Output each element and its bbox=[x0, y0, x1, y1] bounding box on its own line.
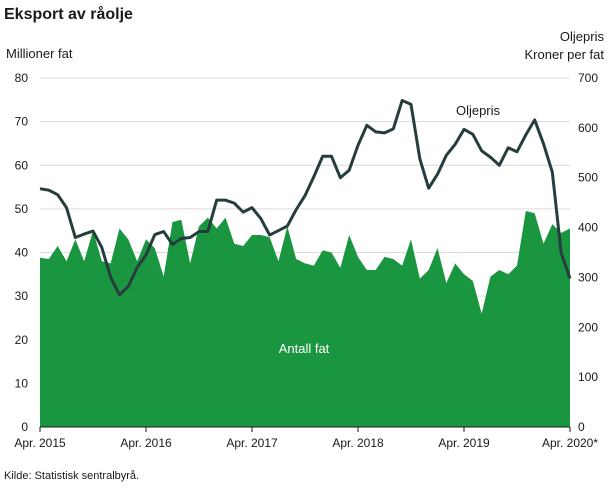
right-tick-label: 400 bbox=[578, 221, 598, 235]
annotations: Oljepris Antall fat bbox=[279, 103, 501, 356]
right-tick-label: 700 bbox=[578, 71, 598, 85]
right-tick-label: 0 bbox=[578, 420, 585, 434]
x-tick-label: Apr. 2015 bbox=[14, 436, 66, 450]
x-tick-label: Apr. 2016 bbox=[120, 436, 172, 450]
right-tick-labels: 0 100 200 300 400 500 600 700 bbox=[578, 71, 598, 434]
right-axis-label: Oljepris Kroner per fat bbox=[525, 28, 605, 64]
x-tick-labels: Apr. 2015 Apr. 2016 Apr. 2017 Apr. 2018 Apr.… bbox=[14, 427, 598, 450]
left-tick-label: 70 bbox=[15, 115, 29, 129]
right-axis-label-line2: Kroner per fat bbox=[524, 47, 605, 62]
left-tick-label: 50 bbox=[15, 202, 29, 216]
oljepris-line-layer bbox=[39, 98, 572, 297]
source-note: Kilde: Statistisk sentralbyrå. bbox=[4, 470, 140, 482]
right-tick-label: 600 bbox=[578, 121, 598, 135]
x-tick-label: Apr. 2019 bbox=[438, 436, 490, 450]
left-axis-label: Millioner fat bbox=[6, 46, 73, 61]
x-tick-label: Apr. 2020* bbox=[542, 436, 598, 450]
left-tick-label: 30 bbox=[15, 289, 29, 303]
right-axis-label-line1: Oljepris bbox=[559, 29, 604, 44]
left-tick-label: 10 bbox=[15, 376, 29, 390]
antall-fat-area-layer bbox=[40, 211, 570, 427]
left-tick-label: 0 bbox=[21, 420, 28, 434]
left-tick-label: 40 bbox=[15, 246, 29, 260]
left-tick-label: 80 bbox=[15, 71, 29, 85]
antall-fat-annotation: Antall fat bbox=[279, 341, 330, 356]
x-tick-label: Apr. 2018 bbox=[332, 436, 384, 450]
left-tick-label: 60 bbox=[15, 158, 29, 172]
right-tick-label: 300 bbox=[578, 270, 598, 284]
oljepris-line bbox=[39, 98, 572, 297]
right-tick-label: 100 bbox=[578, 370, 598, 384]
antall-fat-area bbox=[40, 211, 570, 427]
right-tick-label: 500 bbox=[578, 171, 598, 185]
right-tick-label: 200 bbox=[578, 320, 598, 334]
left-tick-label: 20 bbox=[15, 333, 29, 347]
x-tick-label: Apr. 2017 bbox=[226, 436, 278, 450]
oljepris-annotation: Oljepris bbox=[456, 103, 501, 118]
chart-title: Eksport av råolje bbox=[4, 6, 133, 23]
left-tick-labels: 0 10 20 30 40 50 60 70 80 bbox=[15, 71, 29, 434]
